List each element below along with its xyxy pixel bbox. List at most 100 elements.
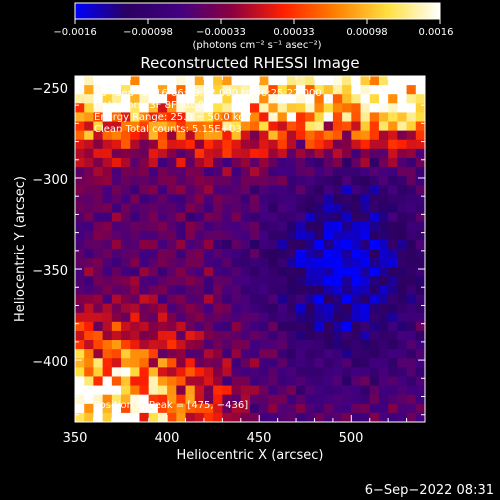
heatmap-cell (185, 112, 196, 122)
heatmap-cell (268, 203, 279, 213)
heatmap-cell (305, 230, 315, 241)
heatmap-cell (148, 221, 159, 232)
heatmap-cell (369, 412, 380, 422)
heatmap-cell (203, 385, 214, 396)
heatmap-cell (203, 367, 214, 377)
heatmap-cell (286, 276, 297, 286)
heatmap-cell (342, 412, 352, 422)
heatmap-cell (167, 376, 177, 386)
heatmap-cell (194, 358, 205, 368)
heatmap-cell (277, 167, 288, 177)
heatmap-cell (277, 212, 288, 223)
heatmap-cell (323, 321, 334, 332)
heatmap-cell (286, 321, 297, 332)
heatmap-cell (102, 403, 113, 414)
heatmap-cell (121, 85, 131, 95)
heatmap-cell (167, 349, 177, 359)
heatmap-cell (84, 249, 94, 259)
heatmap-cell (102, 239, 113, 250)
heatmap-cell (130, 258, 140, 268)
heatmap-cell (240, 367, 251, 377)
heatmap-cell (268, 249, 279, 259)
heatmap-cell (240, 221, 251, 232)
heatmap-cell (167, 139, 177, 150)
heatmap-cell (167, 239, 177, 250)
heatmap-cell (268, 285, 279, 295)
heatmap-cell (176, 76, 186, 86)
heatmap-cell (415, 349, 425, 359)
heatmap-cell (139, 394, 150, 405)
heatmap-cell (277, 203, 288, 213)
heatmap-cell (231, 94, 242, 104)
heatmap-cell (259, 130, 269, 141)
heatmap-cell (148, 121, 159, 132)
heatmap-cell (388, 412, 398, 422)
heatmap-cell (194, 112, 205, 122)
heatmap-cell (415, 85, 425, 95)
heatmap-cell (323, 376, 334, 386)
heatmap-cell (268, 157, 279, 168)
heatmap-cell (203, 139, 214, 150)
heatmap-cell (102, 176, 113, 186)
heatmap-cell (240, 130, 251, 141)
heatmap-cell (314, 321, 325, 332)
heatmap-cell (250, 303, 260, 314)
heatmap-cell (286, 157, 297, 168)
heatmap-cell (213, 303, 223, 314)
heatmap-cell (157, 249, 168, 259)
heatmap-cell (332, 349, 343, 359)
heatmap-cell (231, 367, 242, 377)
heatmap-cell (323, 203, 334, 213)
heatmap-cell (231, 349, 242, 359)
heatmap-cell (342, 239, 352, 250)
heatmap-cell (259, 85, 269, 95)
heatmap-cell (360, 121, 371, 132)
heatmap-cell (231, 258, 242, 268)
heatmap-cell (213, 76, 223, 86)
heatmap-cell (259, 239, 269, 250)
heatmap-cell (406, 340, 417, 350)
heatmap-cell (268, 194, 279, 204)
heatmap-cell (130, 139, 140, 150)
heatmap-cell (323, 121, 334, 132)
heatmap-cell (203, 103, 214, 113)
heatmap-cell (360, 258, 371, 268)
heatmap-cell (176, 303, 186, 314)
heatmap-cell (148, 258, 159, 268)
heatmap-cell (240, 303, 251, 314)
heatmap-cell (203, 358, 214, 368)
heatmap-cell (378, 157, 389, 168)
heatmap-cell (323, 358, 334, 368)
heatmap-cell (332, 267, 343, 277)
heatmap-cell (213, 148, 223, 159)
heatmap-cell (305, 103, 315, 113)
heatmap-cell (259, 349, 269, 359)
heatmap-cell (139, 148, 150, 159)
heatmap-cell (93, 239, 104, 250)
heatmap-cell (203, 349, 214, 359)
heatmap-cell (369, 221, 380, 232)
heatmap-cell (314, 258, 325, 268)
heatmap-cell (185, 185, 196, 195)
heatmap-cell (406, 103, 417, 113)
heatmap-cell (213, 321, 223, 332)
heatmap-cell (415, 230, 425, 241)
heatmap-cell (240, 385, 251, 396)
heatmap-cell (148, 367, 159, 377)
heatmap-cell (332, 212, 343, 223)
heatmap-cell (351, 167, 361, 177)
heatmap-cell (84, 194, 94, 204)
heatmap-cell (102, 258, 113, 268)
heatmap-cell (93, 312, 104, 323)
heatmap-cell (231, 303, 242, 314)
heatmap-cell (194, 294, 205, 305)
heatmap-cell (130, 376, 140, 386)
heatmap-cell (185, 76, 196, 86)
heatmap-cell (268, 85, 279, 95)
heatmap-cell (213, 358, 223, 368)
heatmap-cell (351, 403, 361, 414)
heatmap-cell (415, 249, 425, 259)
heatmap-cell (342, 321, 352, 332)
heatmap-cell (268, 403, 279, 414)
heatmap-cell (185, 376, 196, 386)
